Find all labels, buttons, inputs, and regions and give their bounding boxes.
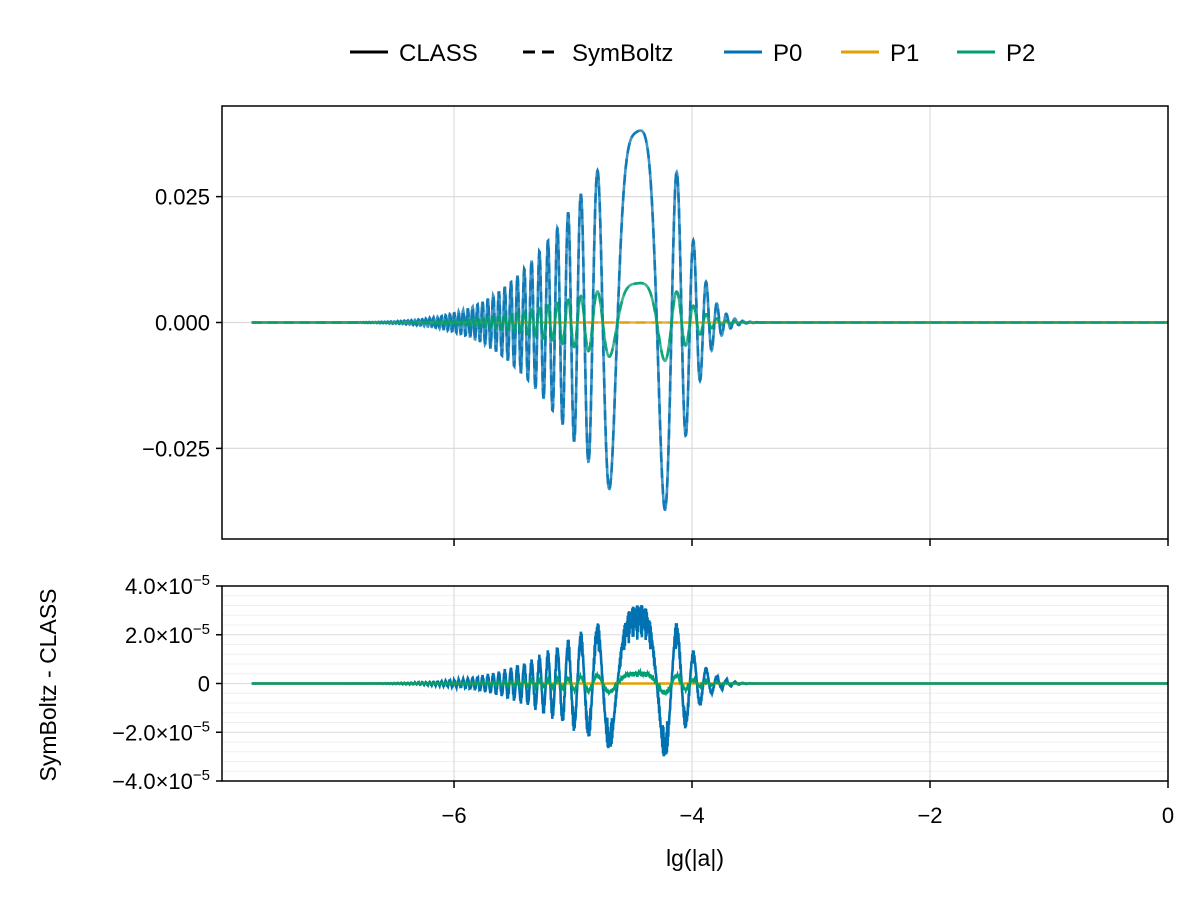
bottom-y-tick-label: 4.0×10−5 [125, 572, 210, 599]
top-series-p2-symboltz [251, 281, 1168, 363]
bottom-y-tick-label: −2.0×10−5 [112, 718, 210, 745]
bottom-y-tick-label: −4.0×10−5 [112, 767, 210, 794]
top-series-p0-class [251, 129, 1168, 511]
bottom-x-tick-label: −4 [679, 803, 704, 828]
top-y-ticks: −0.025 0.000 0.025 [142, 185, 222, 461]
bottom-x-tick-label: −2 [917, 803, 942, 828]
bottom-series-p2 [251, 667, 1168, 697]
legend-label-class: CLASS [399, 40, 478, 67]
bottom-y-tick-label: 0 [198, 672, 210, 697]
bottom-y-tick-label: 2.0×10−5 [125, 621, 210, 648]
legend-label-symboltz: SymBoltz [572, 40, 673, 67]
legend-label-p1: P1 [890, 40, 919, 67]
bottom-y-ticks: −4.0×10−5 −2.0×10−5 0 2.0×10−5 4.0×10−5 [112, 572, 222, 794]
bottom-x-tick-label: 0 [1162, 803, 1174, 828]
legend: CLASS SymBoltz P0 P1 P2 [350, 40, 1035, 67]
top-y-tick-label: 0.000 [155, 311, 210, 336]
legend-label-p2: P2 [1006, 40, 1035, 67]
top-y-tick-label: −0.025 [142, 436, 210, 461]
legend-label-p0: P0 [773, 40, 802, 67]
y-axis-label: SymBoltz - CLASS [35, 589, 61, 782]
bottom-series [251, 604, 1168, 757]
x-axis-label: lg(|a|) [666, 845, 724, 871]
top-series [251, 129, 1168, 511]
top-x-ticks [453, 539, 1169, 546]
bottom-panel: −4.0×10−5 −2.0×10−5 0 2.0×10−5 4.0×10−5 −6 −4… [112, 572, 1174, 828]
bottom-x-tick-label: −6 [441, 803, 466, 828]
bottom-x-ticks: −6 −4 −2 0 [441, 781, 1174, 828]
top-y-tick-label: 0.025 [155, 185, 210, 210]
bottom-series-p0 [251, 604, 1168, 757]
top-panel: −0.025 0.000 0.025 [142, 105, 1169, 546]
